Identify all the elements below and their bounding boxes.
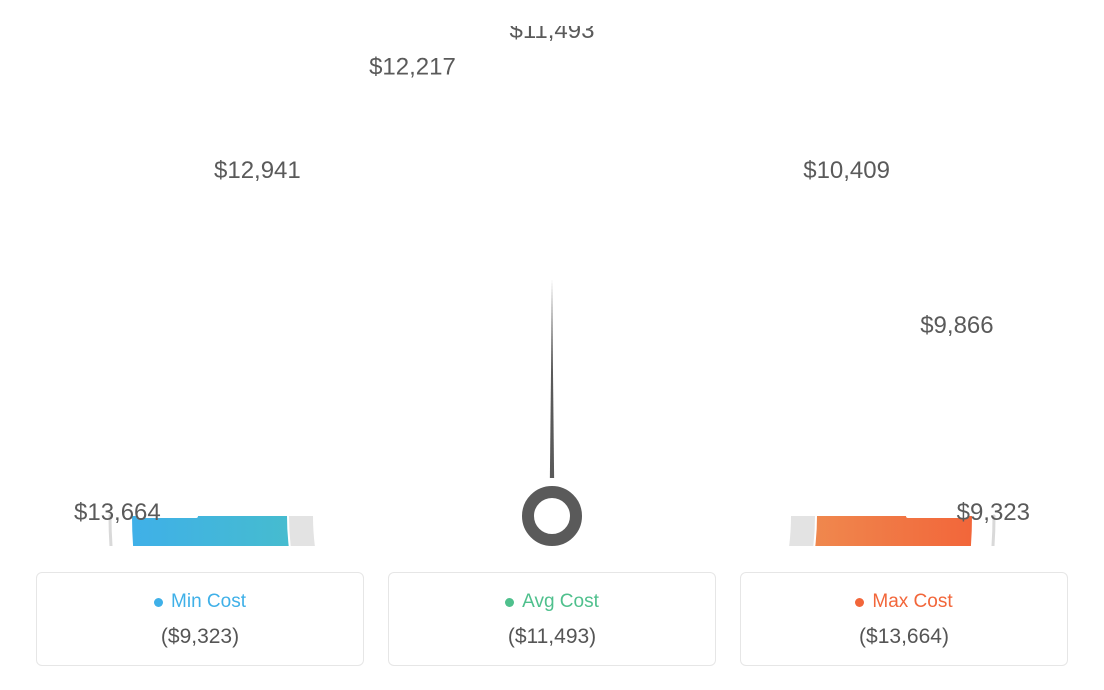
legend-card-min: Min Cost ($9,323)	[36, 572, 364, 666]
legend-label-avg: Avg Cost	[522, 591, 599, 613]
svg-text:$9,866: $9,866	[920, 312, 993, 339]
svg-text:$10,409: $10,409	[803, 157, 890, 184]
legend-card-max: Max Cost ($13,664)	[740, 572, 1068, 666]
svg-text:$11,493: $11,493	[510, 26, 595, 44]
gauge-svg: $9,323 $9,866 $10,409 $11,493 $12,217 $12,941…	[26, 26, 1078, 546]
svg-text:$13,664: $13,664	[74, 499, 161, 526]
gauge-chart: $9,323 $9,866 $10,409 $11,493 $12,217 $12,941…	[26, 26, 1078, 546]
legend-value-avg: ($11,493)	[399, 625, 705, 649]
legend-dot-max	[855, 598, 864, 607]
legend-card-avg: Avg Cost ($11,493)	[388, 572, 716, 666]
svg-text:$9,323: $9,323	[957, 499, 1030, 526]
legend-row: Min Cost ($9,323) Avg Cost ($11,493) Max…	[26, 572, 1078, 666]
legend-value-max: ($13,664)	[751, 625, 1057, 649]
svg-text:$12,941: $12,941	[214, 157, 301, 184]
svg-text:$12,217: $12,217	[369, 53, 456, 80]
legend-label-max: Max Cost	[872, 591, 952, 613]
legend-label-min: Min Cost	[171, 591, 246, 613]
legend-dot-avg	[505, 598, 514, 607]
legend-value-min: ($9,323)	[47, 625, 353, 649]
legend-dot-min	[154, 598, 163, 607]
